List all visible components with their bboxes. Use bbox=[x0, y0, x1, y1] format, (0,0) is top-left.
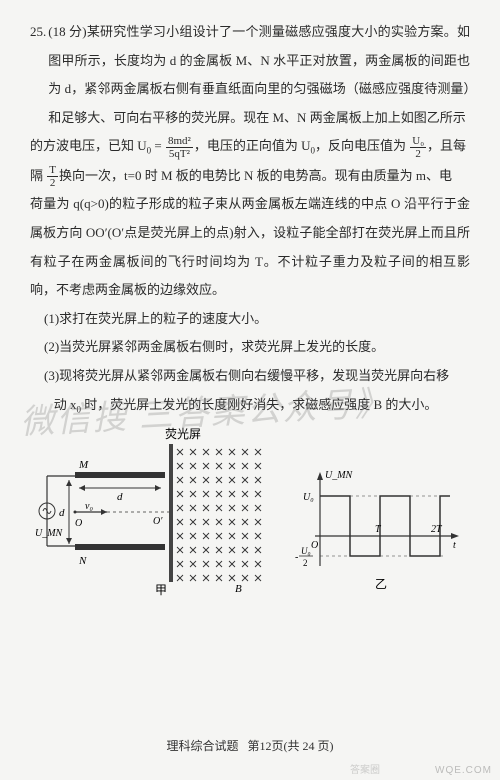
label-umn-left: U_MN bbox=[35, 528, 64, 539]
frac-u0-den: 5qT² bbox=[166, 148, 193, 160]
label-d-top: d bbox=[117, 491, 123, 503]
text3a: 隔 bbox=[30, 168, 43, 183]
frac-thalf: T 2 bbox=[47, 164, 58, 189]
subq-2: (2)当荧光屏紧邻两金属板右侧时，求荧光屏上发光的长度。 bbox=[44, 333, 470, 362]
question-body: (18 分)某研究性学习小组设计了一个测量磁感应强度大小的实验方案。如图甲所示，… bbox=[48, 18, 470, 132]
label-v0: v₀ bbox=[85, 501, 93, 512]
sub3c: 时，荧光屏上发光的长度刚好消失，求磁感应强度 B 的大小。 bbox=[81, 397, 437, 412]
label-n: N bbox=[78, 555, 87, 567]
label-m: M bbox=[78, 459, 89, 471]
screen-rect bbox=[169, 444, 173, 582]
text2c: ，反向电压值为 bbox=[315, 138, 406, 153]
sub3b: 动 x bbox=[54, 397, 77, 412]
para-2: 的方波电压，已知 U0 = 8md² 5qT² ，电压的正向值为 U0，反向电压… bbox=[30, 132, 470, 161]
text2a: 的方波电压，已知 U bbox=[30, 138, 147, 153]
subq-3: (3)现将荧光屏从紧邻两金属板右侧向右缓慢平移，发现当荧光屏向右移 动 x0 时… bbox=[44, 362, 470, 420]
label-screen: 荧光屏 bbox=[165, 427, 201, 441]
yi-olabel: O bbox=[311, 540, 318, 551]
subq-1: (1)求打在荧光屏上的粒子的速度大小。 bbox=[44, 305, 470, 334]
frac-u0half-num: U₀ bbox=[410, 135, 426, 148]
frac-u0: 8md² 5qT² bbox=[166, 135, 193, 160]
yi-tick-T: T bbox=[375, 524, 382, 535]
text3b: 换向一次，t=0 时 M 板的电势比 N 板的电势高。现有由质量为 m、电 bbox=[59, 168, 452, 183]
caption-yi: 乙 bbox=[375, 577, 387, 591]
footer-right: 第12页(共 24 页) bbox=[248, 739, 334, 753]
diagram-yi: U_MN t O U₀ U₀ 2 - T 2T 乙 bbox=[295, 466, 465, 596]
label-d-left: d bbox=[59, 507, 65, 519]
yi-u0: U₀ bbox=[303, 492, 314, 503]
question-marks: (18 分) bbox=[48, 24, 86, 39]
sub3a: (3)现将荧光屏从紧邻两金属板右侧向右缓慢平移，发现当荧光屏向右移 bbox=[44, 368, 449, 383]
para-3: 隔 T 2 换向一次，t=0 时 M 板的电势比 N 板的电势高。现有由质量为 … bbox=[30, 162, 470, 191]
plate-n bbox=[75, 544, 165, 550]
para-4: 荷量为 q(q>0)的粒子形成的粒子束从两金属板左端连线的中点 O 沿平行于金属… bbox=[30, 190, 470, 304]
diagram-jia: 荧光屏 U_MN M N d d O bbox=[35, 426, 285, 596]
page-footer: 理科综合试题 第12页(共 24 页) bbox=[0, 737, 500, 754]
footer-left: 理科综合试题 bbox=[166, 739, 238, 753]
frac-u0half: U₀ 2 bbox=[410, 135, 426, 160]
yi-neg-num: U₀ bbox=[301, 546, 311, 556]
cross-field bbox=[177, 449, 261, 581]
corner-brand-2: 答案圈 bbox=[350, 761, 380, 776]
label-oprime: O′ bbox=[153, 516, 163, 527]
frac-thalf-num: T bbox=[47, 164, 58, 177]
caption-jia: 甲 bbox=[155, 583, 167, 596]
corner-brand: WQE.COM bbox=[435, 765, 492, 776]
label-o: O bbox=[75, 518, 82, 529]
svg-text:-: - bbox=[295, 552, 298, 563]
yi-tick-2T: 2T bbox=[431, 524, 443, 535]
text2b: ，电压的正向值为 U bbox=[194, 138, 311, 153]
question-number: 25. bbox=[30, 18, 46, 47]
plate-m bbox=[75, 472, 165, 478]
label-b: B bbox=[235, 583, 242, 595]
frac-thalf-den: 2 bbox=[47, 177, 58, 189]
yi-tlabel: t bbox=[453, 540, 456, 551]
yi-ylabel: U_MN bbox=[325, 470, 354, 481]
frac-u0-num: 8md² bbox=[166, 135, 193, 148]
frac-u0half-den: 2 bbox=[410, 148, 426, 160]
yi-neg-den: 2 bbox=[303, 558, 308, 568]
para-1: 某研究性学习小组设计了一个测量磁感应强度大小的实验方案。如图甲所示，长度均为 d… bbox=[48, 24, 470, 125]
text2d: ，且每 bbox=[427, 138, 466, 153]
